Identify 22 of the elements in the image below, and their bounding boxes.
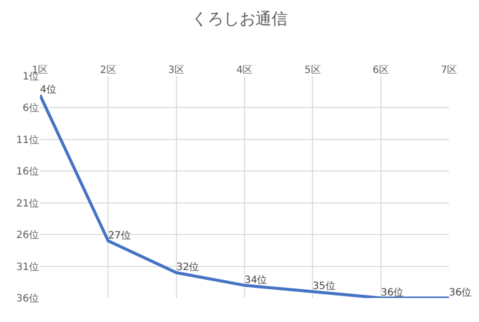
data-label: 36位	[380, 286, 404, 298]
x-tick-label: 6区	[372, 65, 390, 76]
y-tick-label: 6位	[22, 102, 39, 114]
x-tick-label: 2区	[100, 65, 116, 76]
x-tick-label: 7区	[440, 65, 458, 76]
y-tick-label: 11位	[16, 134, 39, 146]
y-tick-label: 16位	[16, 166, 39, 178]
chart-title: くろしお通信	[192, 9, 288, 28]
y-tick-label: 26位	[16, 229, 39, 242]
line-series	[40, 94, 449, 298]
y-tick-label: 36位	[16, 292, 39, 304]
y-tick-label: 31位	[16, 260, 39, 273]
data-label: 4位	[40, 84, 56, 96]
data-label: 36位	[449, 286, 472, 298]
data-label: 35位	[312, 280, 336, 292]
data-label: 32位	[176, 261, 200, 274]
x-tick-label: 3区	[168, 65, 185, 76]
y-tick-label: 21位	[16, 197, 39, 210]
x-tick-label: 4区	[236, 65, 253, 76]
x-tick-label: 5区	[304, 65, 321, 76]
data-label: 34位	[244, 274, 268, 286]
data-label: 27位	[108, 229, 131, 242]
